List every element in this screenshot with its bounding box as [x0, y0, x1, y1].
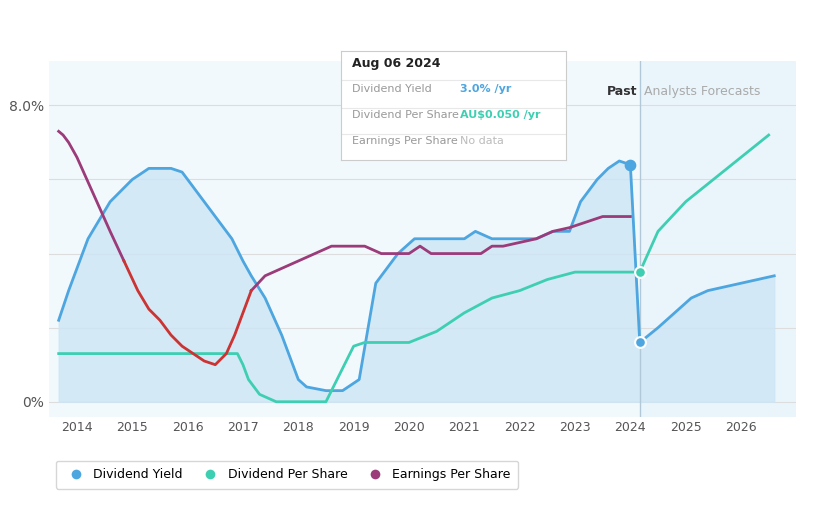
Text: Analysts Forecasts: Analysts Forecasts	[644, 85, 760, 98]
Legend: Dividend Yield, Dividend Per Share, Earnings Per Share: Dividend Yield, Dividend Per Share, Earn…	[56, 461, 518, 489]
Text: Dividend Per Share: Dividend Per Share	[352, 110, 459, 120]
Text: Past: Past	[607, 85, 637, 98]
Text: Earnings Per Share: Earnings Per Share	[352, 136, 458, 146]
Text: AU$0.050 /yr: AU$0.050 /yr	[461, 110, 541, 120]
Point	[633, 338, 646, 346]
Point	[633, 268, 646, 276]
Text: Aug 06 2024: Aug 06 2024	[352, 57, 441, 70]
Text: Dividend Yield: Dividend Yield	[352, 84, 432, 93]
Bar	[49, 61, 640, 417]
Text: 3.0% /yr: 3.0% /yr	[461, 84, 511, 93]
Text: No data: No data	[461, 136, 504, 146]
Point	[624, 161, 637, 169]
Bar	[640, 61, 796, 417]
